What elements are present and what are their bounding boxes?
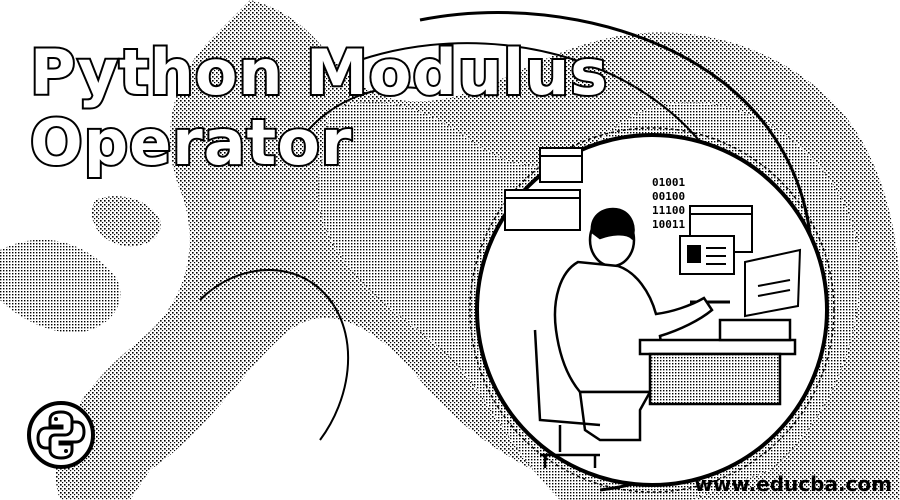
page-title: Python Modulus Operator [28,36,609,180]
title-line-2: Operator [28,106,353,180]
binary-line: 11100 [652,204,686,217]
binary-line: 01001 [652,176,686,189]
screen-window-5 [744,248,802,318]
binary-line: 10011 [652,218,686,231]
screen-window-4 [679,235,735,275]
screen-window-2 [504,189,581,231]
desk [638,318,797,406]
person-figure [553,207,714,442]
screen-window-1 [539,147,583,183]
chair [533,329,601,468]
binary-line: 00100 [652,190,686,203]
python-logo-icon [27,401,95,469]
site-url: www.educba.com [694,472,892,496]
title-line-1: Python Modulus [28,36,609,110]
binary-code: 01001 00100 11100 10011 [652,176,685,232]
